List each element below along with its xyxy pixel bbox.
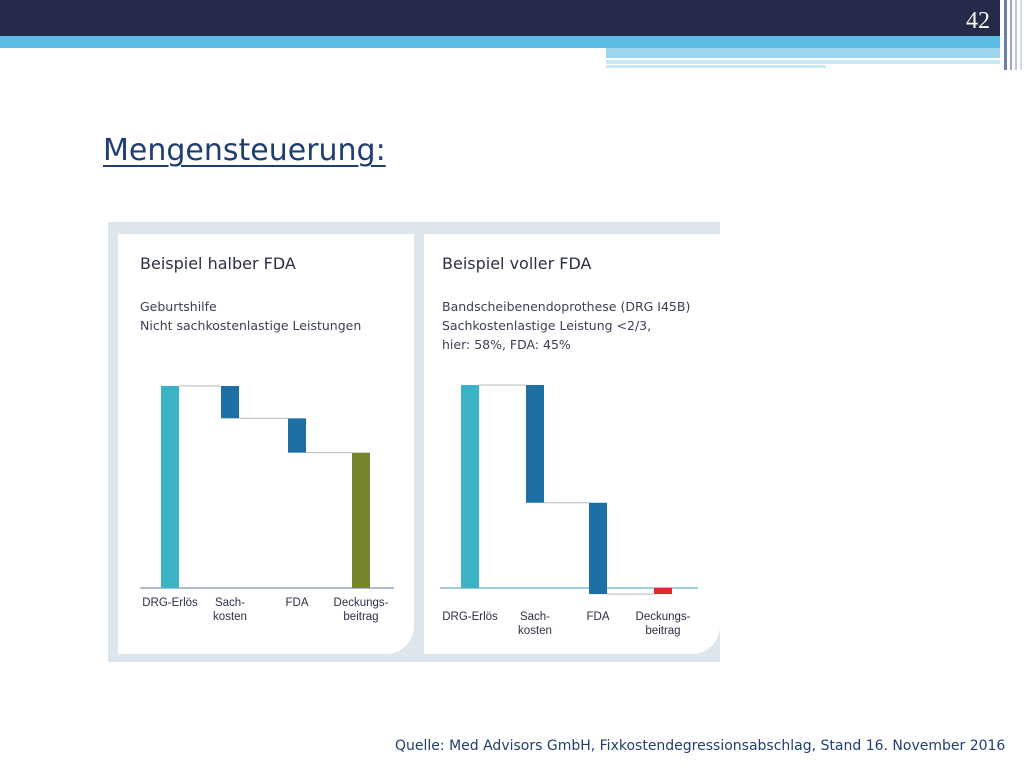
chart-panel-left: Beispiel halber FDA Geburtshilfe Nicht s… [118,234,414,654]
category-label-line: DRG-Erlös [442,611,498,623]
category-label: Sach-kosten [518,611,552,637]
waterfall-chart: DRG-Erlös Sach-kosten FDA Deckungs-beitrag [440,384,698,637]
source-footnote: Quelle: Med Advisors GmbH, Fixkostendegr… [395,738,1006,754]
category-label: DRG-Erlös [442,611,498,623]
header-band-blue [0,36,1000,48]
category-label: Deckungs-beitrag [636,611,691,637]
page-title: Mengensteuerung: [103,133,386,168]
bar-1 [221,386,239,419]
edge-stripe [1015,0,1017,70]
bar-3 [654,588,672,595]
chart-panel-right: Beispiel voller FDA Bandscheibenendoprot… [424,234,720,654]
category-label-line: beitrag [343,611,378,623]
figure-frame: Beispiel halber FDA Geburtshilfe Nicht s… [108,222,720,662]
category-label-line: Deckungs- [334,597,389,609]
edge-stripe [1020,0,1022,70]
bar-1 [526,385,544,503]
category-label: FDA [286,597,309,609]
chart-title: Beispiel halber FDA [140,254,296,273]
edge-stripe [1004,0,1007,70]
header-band-dark [0,0,1000,36]
chart-subtitle-line: Nicht sachkostenlastige Leistungen [140,318,362,333]
category-label-line: Sach- [215,597,245,609]
bar-2 [288,418,306,453]
bar-3 [352,452,370,588]
category-label-line: kosten [213,611,247,623]
bar-2 [589,502,607,595]
category-label-line: beitrag [645,625,680,637]
category-label-line: DRG-Erlös [142,597,198,609]
category-label: Deckungs-beitrag [334,597,389,623]
bar-0 [461,385,479,588]
category-label: DRG-Erlös [142,597,198,609]
category-label-line: kosten [518,625,552,637]
category-label: Sach-kosten [213,597,247,623]
category-label-line: FDA [587,611,610,623]
chart-subtitle-line: Bandscheibenendoprothese (DRG I45B) [442,299,691,314]
chart-title: Beispiel voller FDA [442,254,592,273]
chart-subtitle-line: hier: 58%, FDA: 45% [442,337,571,352]
header-band-light [606,48,1000,58]
bar-0 [161,386,179,588]
category-label-line: Sach- [520,611,550,623]
chart-subtitle-line: Geburtshilfe [140,299,217,314]
category-label: FDA [587,611,610,623]
waterfall-chart: DRG-Erlös Sach-kosten FDA Deckungs-beitrag [140,385,394,623]
chart-subtitle-line: Sachkostenlastige Leistung <2/3, [442,318,652,333]
category-label-line: Deckungs- [636,611,691,623]
edge-stripe [1010,0,1012,70]
category-label-line: FDA [286,597,309,609]
header-line [606,60,1000,64]
slide-number: 42 [966,8,990,34]
header-line-short [606,65,826,68]
